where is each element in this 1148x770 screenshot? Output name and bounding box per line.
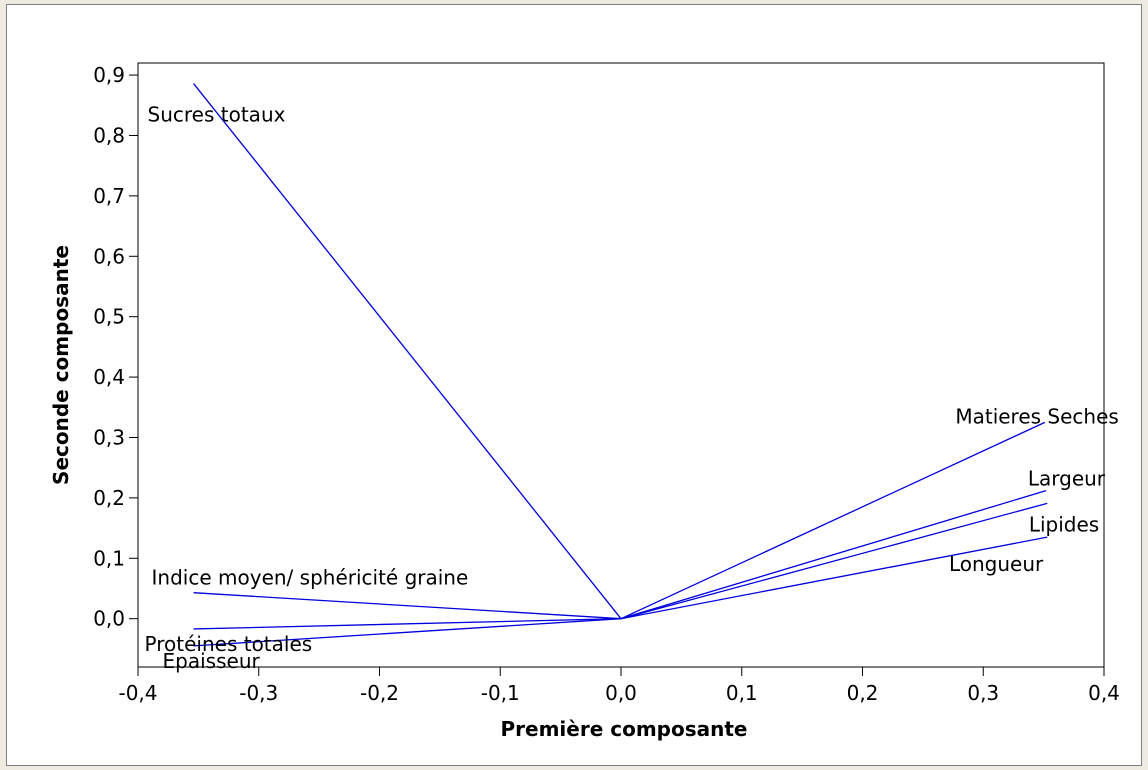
x-tick-label: -0,2 [360, 681, 399, 705]
y-tick-label: 0,0 [93, 607, 125, 631]
y-tick-label: 0,5 [93, 305, 125, 329]
y-tick-label: 0,9 [93, 63, 125, 87]
vector-label: Indice moyen/ sphéricité graine [152, 566, 469, 590]
loading-vector [620, 502, 1048, 620]
loading-vector [193, 592, 622, 620]
loading-vector [620, 421, 1046, 620]
vector-labels: Sucres totaux Matieres Seches Largeur Lipid… [145, 103, 1119, 673]
y-axis-ticks: 0,0 0,1 0,2 0,3 0,4 0,5 0,6 0,7 0,8 0,9 [93, 63, 138, 631]
biplot-chart: -0,4 -0,3 -0,2 -0,1 0,0 0,1 0,2 0,3 0,4 0,00,10,… [49, 62, 1120, 741]
loading-vector [620, 536, 1048, 620]
x-axis-ticks: -0,4 -0,3 -0,2 -0,1 0,0 0,1 0,2 0,3 0,4 [118, 667, 1120, 705]
x-tick-label: 0,4 [1088, 681, 1120, 705]
y-tick-label: 0,8 [93, 123, 125, 147]
x-tick-label: 0,3 [967, 681, 999, 705]
x-tick-label: 0,2 [847, 681, 879, 705]
loading-vector [193, 618, 622, 647]
loading-vector [193, 83, 622, 620]
x-tick-label: 0,0 [605, 681, 637, 705]
chart-frame: -0,4 -0,3 -0,2 -0,1 0,0 0,1 0,2 0,3 0,4 0,0 0,1 0,… [6, 4, 1142, 766]
vector-label: Sucres totaux [148, 103, 286, 127]
x-tick-label: 0,1 [726, 681, 758, 705]
loading-vectors [193, 83, 1048, 647]
vector-label: Longueur [949, 552, 1044, 576]
y-tick-label: 0,7 [93, 184, 125, 208]
vector-label: Matieres Seches [955, 404, 1118, 428]
vector-label: Epaisseur [163, 649, 261, 673]
y-tick-label: 0,1 [93, 546, 125, 570]
x-tick-label: -0,1 [481, 681, 520, 705]
y-tick-label: 0,6 [93, 244, 125, 268]
x-axis-title: Première composante [501, 717, 748, 741]
loading-vector [620, 490, 1047, 620]
y-tick-label: 0,3 [93, 425, 125, 449]
vector-label: Protéines totales [145, 632, 313, 656]
vector-label: Largeur [1028, 467, 1106, 491]
y-tick-label: 0,2 [93, 486, 125, 510]
plot-area [137, 62, 1105, 668]
x-tick-label: -0,4 [118, 681, 157, 705]
x-tick-label: -0,3 [239, 681, 278, 705]
y-axis-title: Seconde composante [49, 245, 73, 485]
y-tick-label: 0,4 [93, 365, 125, 389]
vector-label: Lipides [1029, 512, 1099, 536]
loading-vector [193, 618, 622, 630]
